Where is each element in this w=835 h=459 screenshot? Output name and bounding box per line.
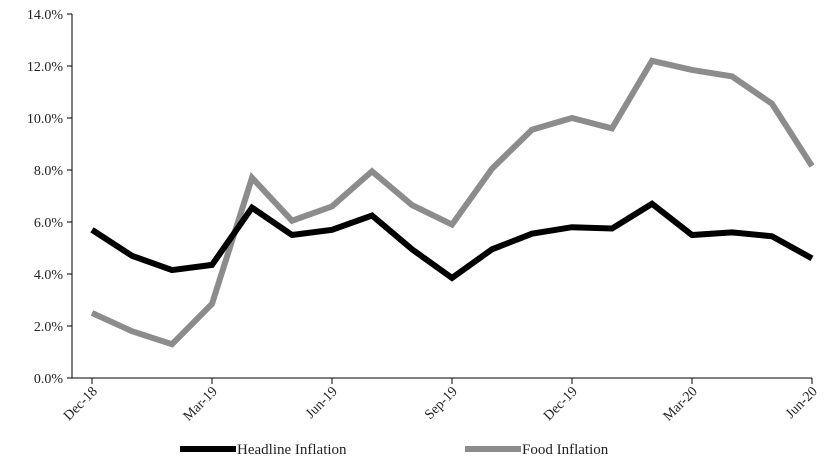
x-tick-label: Dec-19 xyxy=(541,384,581,424)
y-tick-label: 12.0% xyxy=(27,60,64,75)
y-tick-label: 6.0% xyxy=(34,216,64,231)
y-tick-label: 4.0% xyxy=(34,268,64,283)
x-tick-label: Dec-18 xyxy=(61,384,101,424)
series-line-food-inflation xyxy=(90,57,815,348)
series-line-headline-inflation xyxy=(90,200,814,282)
x-tick-label: Mar-19 xyxy=(181,384,221,424)
x-tick-label: Sep-19 xyxy=(422,384,461,423)
x-tick-label: Jun-19 xyxy=(303,384,341,422)
legend-label: Food Inflation xyxy=(522,442,609,458)
chart-series xyxy=(90,57,815,348)
x-tick-label: Mar-20 xyxy=(661,384,701,424)
y-tick-label: 2.0% xyxy=(34,320,64,335)
y-tick-label: 10.0% xyxy=(27,112,64,127)
y-tick-label: 8.0% xyxy=(34,164,64,179)
y-tick-label: 0.0% xyxy=(34,372,64,387)
legend-label: Headline Inflation xyxy=(237,442,347,458)
chart-legend: Headline Inflation Food Inflation xyxy=(180,442,609,458)
y-tick-label: 14.0% xyxy=(27,8,64,23)
x-tick-label: Jun-20 xyxy=(783,384,821,422)
